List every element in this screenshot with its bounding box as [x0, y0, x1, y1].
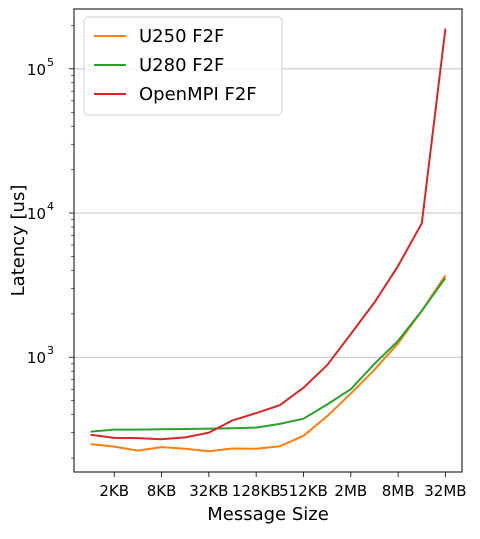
y-tick-exponent: 3: [47, 344, 54, 357]
x-tick-label: 2KB: [99, 482, 129, 500]
x-tick-label: 32MB: [424, 482, 466, 500]
x-tick-label: 512KB: [279, 482, 328, 500]
legend-label-openmpi-f2f: OpenMPI F2F: [139, 84, 257, 105]
x-tick-label: 8MB: [382, 482, 415, 500]
x-tick-label: 32KB: [189, 482, 228, 500]
y-tick-exponent: 4: [47, 200, 54, 213]
x-tick-label: 128KB: [232, 482, 281, 500]
x-tick-label: 2MB: [334, 482, 367, 500]
y-tick-exponent: 5: [47, 56, 54, 69]
legend: U250 F2F U280 F2F OpenMPI F2F: [84, 17, 282, 115]
y-tick-label: 10: [27, 349, 46, 367]
legend-label-u280-f2f: U280 F2F: [139, 55, 224, 76]
y-tick-label: 10: [27, 61, 46, 79]
y-axis-label: Latency [us]: [8, 185, 29, 297]
legend-label-u250-f2f: U250 F2F: [139, 26, 224, 47]
x-axis-label: Message Size: [207, 504, 329, 525]
y-tick-label: 10: [27, 205, 46, 223]
x-tick-label: 8KB: [147, 482, 177, 500]
